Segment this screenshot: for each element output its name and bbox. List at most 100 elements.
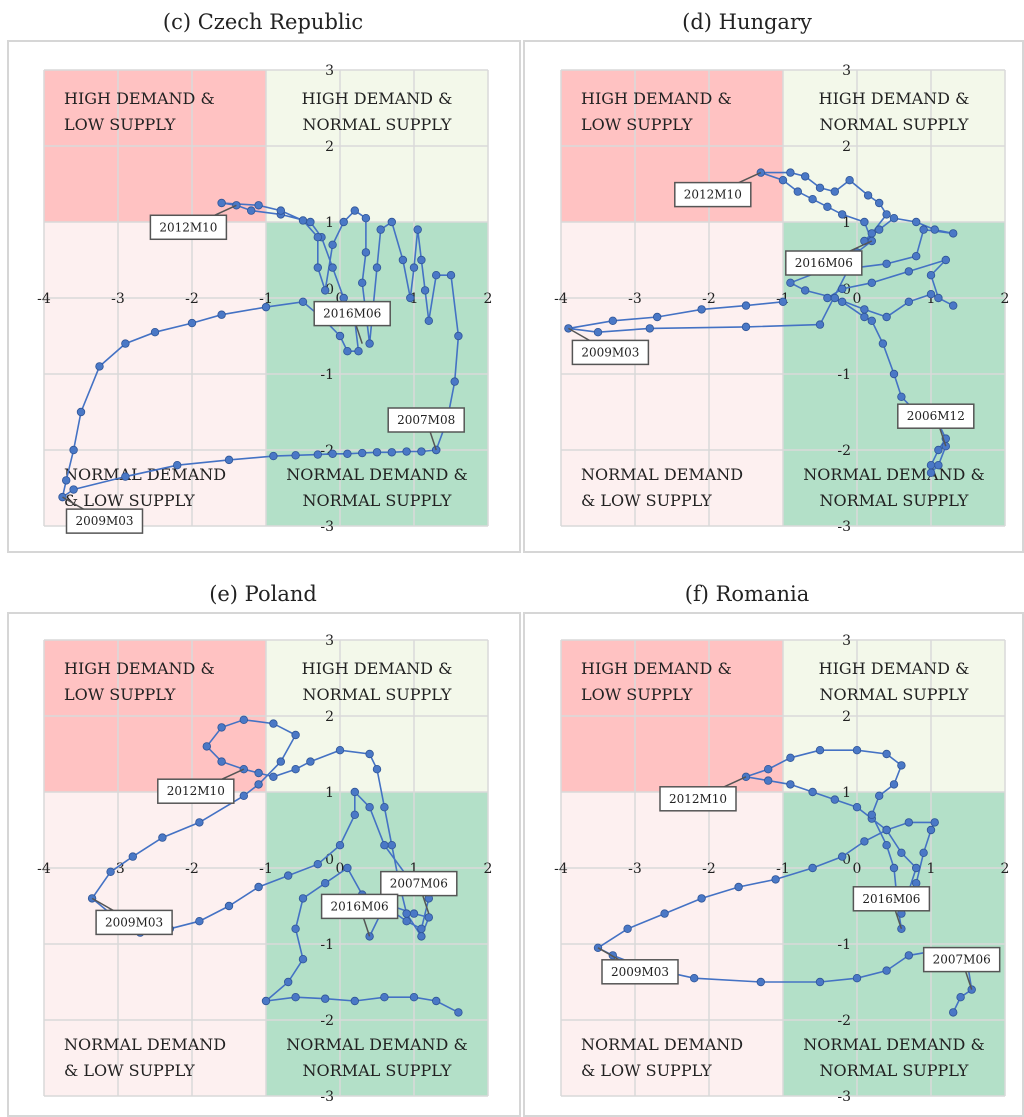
data-point	[690, 974, 699, 983]
data-point	[298, 894, 308, 903]
data-point	[623, 924, 632, 933]
x-tick-label: -4	[554, 291, 568, 307]
y-tick-label: -3	[837, 519, 851, 535]
data-point	[956, 993, 965, 1002]
callout-box	[897, 403, 975, 429]
y-tick-label: 2	[325, 139, 334, 155]
data-point	[417, 932, 426, 941]
data-point	[417, 924, 426, 933]
data-point	[912, 252, 921, 261]
chart-frame-hungary	[523, 40, 1024, 553]
data-point	[217, 198, 226, 208]
data-point	[343, 449, 352, 458]
data-point	[420, 286, 430, 295]
data-point	[882, 312, 891, 322]
label-high-demand-normal-supply-line2: NORMAL SUPPLY	[303, 115, 452, 134]
y-tick-label: -2	[320, 1013, 334, 1029]
callout-label: 2012M10	[684, 188, 742, 202]
data-point	[926, 271, 936, 280]
data-point	[398, 255, 408, 265]
data-point	[321, 286, 330, 295]
data-point	[298, 297, 308, 306]
data-point	[852, 746, 862, 755]
data-point	[823, 293, 832, 303]
label-high-demand-low-supply-line1: HIGH DEMAND &	[64, 659, 215, 678]
callout-box	[380, 870, 458, 897]
data-point	[254, 882, 263, 892]
data-point	[697, 305, 706, 314]
y-tick-label: 3	[325, 633, 334, 649]
x-tick-label: -1	[259, 861, 273, 877]
y-tick-label: 0	[842, 282, 851, 298]
data-point	[697, 894, 706, 903]
x-tick-label: -1	[259, 291, 273, 307]
data-point	[889, 213, 899, 223]
data-point	[158, 833, 167, 842]
data-point	[424, 316, 433, 325]
data-point	[450, 377, 459, 386]
x-tick-label: 1	[927, 291, 936, 307]
data-point	[912, 217, 921, 227]
callout-box	[785, 250, 863, 276]
label-normal-demand-low-supply-line1: NORMAL DEMAND	[581, 1035, 743, 1054]
data-point	[413, 225, 422, 234]
label-normal-demand-normal-supply-line1: NORMAL DEMAND &	[803, 465, 984, 484]
data-point	[291, 993, 300, 1002]
data-point	[867, 278, 876, 287]
data-point	[217, 723, 226, 732]
callout-label: 2012M10	[669, 792, 727, 806]
chart-frame-czech	[7, 40, 521, 553]
data-point	[284, 977, 293, 987]
data-point	[387, 448, 396, 457]
callout-box	[65, 508, 144, 534]
data-point	[372, 263, 382, 272]
chart-frame-romania	[523, 612, 1024, 1117]
data-point	[361, 213, 371, 223]
data-point	[926, 825, 936, 835]
data-point	[949, 229, 958, 238]
x-tick-label: -4	[554, 861, 568, 877]
callout-label: 2016M06	[331, 899, 389, 913]
label-high-demand-normal-supply-line1: HIGH DEMAND &	[302, 659, 453, 678]
data-point	[741, 301, 751, 310]
data-point	[852, 803, 862, 812]
label-high-demand-low-supply-line2: LOW SUPPLY	[581, 685, 693, 704]
data-point	[276, 757, 285, 766]
data-point	[335, 331, 345, 341]
data-point	[882, 825, 891, 835]
callout-label: 2009M03	[611, 965, 669, 979]
data-point	[741, 322, 751, 332]
data-point	[372, 765, 382, 774]
data-point	[867, 316, 876, 325]
label-high-demand-normal-supply-line1: HIGH DEMAND &	[819, 659, 970, 678]
data-point	[860, 217, 869, 227]
data-point	[786, 753, 795, 762]
data-point	[306, 757, 315, 766]
data-point	[838, 210, 847, 219]
data-point	[61, 476, 71, 485]
data-point	[406, 293, 415, 303]
x-tick-label: 2	[1001, 291, 1010, 307]
y-tick-label: 3	[842, 63, 851, 79]
data-point	[949, 1008, 958, 1017]
data-point	[734, 882, 743, 892]
data-point	[76, 407, 86, 417]
label-high-demand-normal-supply-line2: NORMAL SUPPLY	[303, 685, 452, 704]
y-tick-label: 2	[842, 139, 851, 155]
data-point	[808, 863, 817, 873]
y-tick-label: -1	[320, 937, 334, 953]
data-point	[432, 996, 441, 1006]
callout-box	[659, 786, 737, 812]
data-point	[808, 194, 817, 204]
callout-label: 2009M03	[75, 514, 133, 528]
y-tick-label: 1	[325, 785, 334, 801]
data-point	[343, 347, 352, 356]
label-high-demand-normal-supply-line2: NORMAL SUPPLY	[820, 115, 969, 134]
data-point	[889, 780, 899, 789]
y-tick-label: -3	[320, 1089, 334, 1105]
data-point	[291, 730, 300, 740]
data-point	[867, 810, 876, 819]
data-point	[875, 791, 884, 800]
data-point	[432, 271, 441, 280]
label-normal-demand-normal-supply-line2: NORMAL SUPPLY	[820, 1061, 969, 1080]
